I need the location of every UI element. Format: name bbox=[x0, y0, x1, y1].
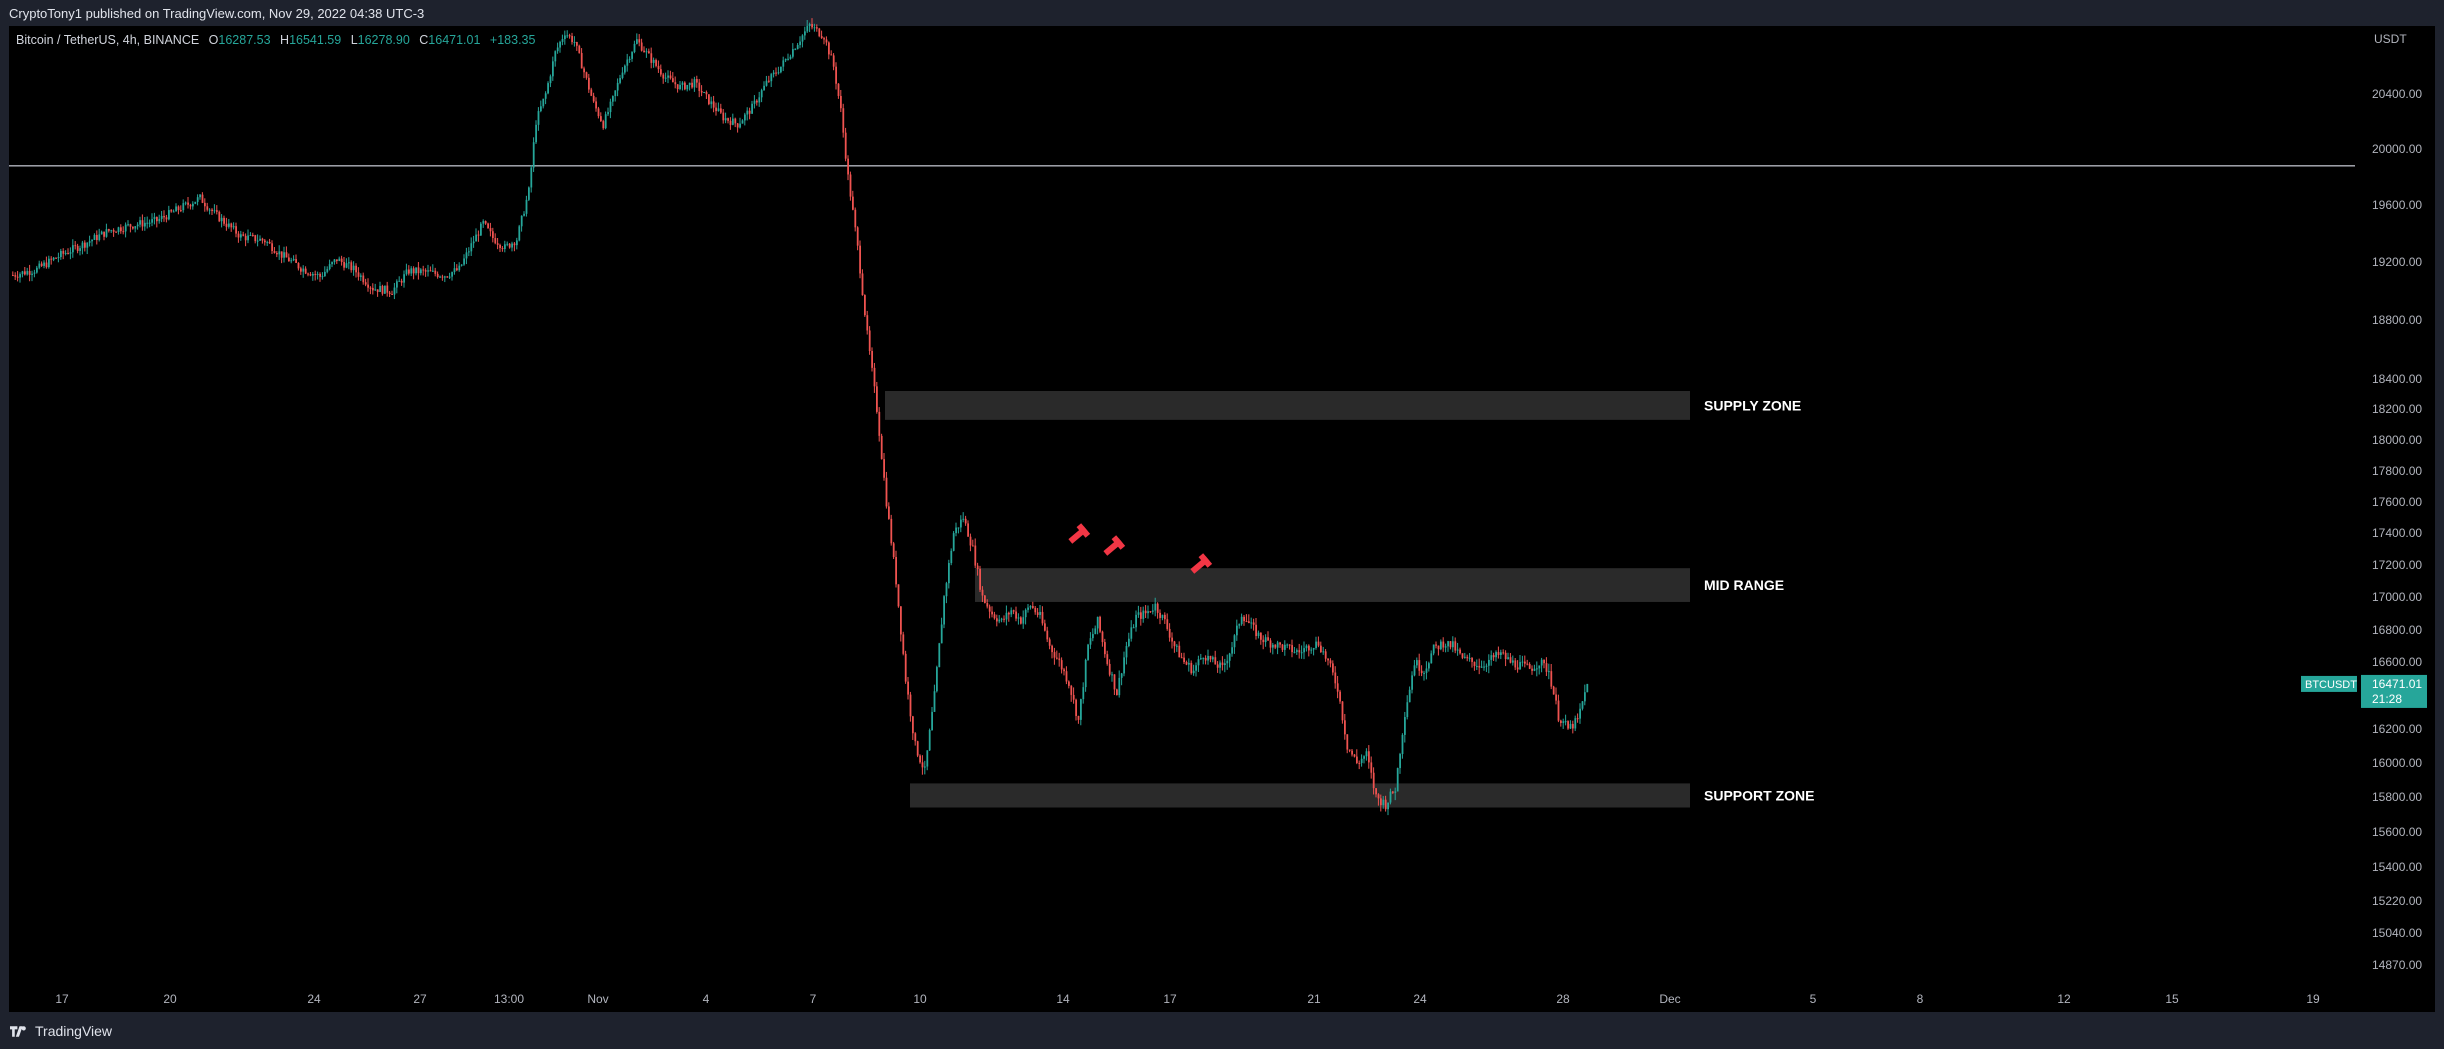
open-value: 16287.53 bbox=[218, 33, 271, 47]
chart-pane[interactable] bbox=[9, 26, 2355, 1012]
close-value: 16471.01 bbox=[428, 33, 481, 47]
symbol-label[interactable]: Bitcoin / TetherUS, 4h, BINANCE bbox=[16, 33, 200, 47]
brand-name: TradingView bbox=[35, 1023, 113, 1039]
change-value: +183.35 bbox=[489, 33, 536, 47]
high-value: 16541.59 bbox=[289, 33, 342, 47]
ohlc-legend: Bitcoin / TetherUS, 4h, BINANCE O16287.5… bbox=[16, 33, 535, 47]
price-axis[interactable] bbox=[2355, 26, 2435, 1012]
tradingview-logo-icon bbox=[10, 1025, 26, 1037]
high-label: H bbox=[280, 33, 290, 47]
low-value: 16278.90 bbox=[357, 33, 410, 47]
close-label: C bbox=[419, 33, 429, 47]
tradingview-brand[interactable]: TradingView bbox=[10, 1023, 112, 1039]
publisher-line: CryptoTony1 published on TradingView.com… bbox=[9, 6, 425, 21]
low-label: L bbox=[350, 33, 358, 47]
right-gutter bbox=[2435, 26, 2444, 1012]
publisher-header: CryptoTony1 published on TradingView.com… bbox=[0, 0, 2444, 26]
open-label: O bbox=[208, 33, 219, 47]
footer-bar: TradingView bbox=[0, 1012, 2444, 1049]
